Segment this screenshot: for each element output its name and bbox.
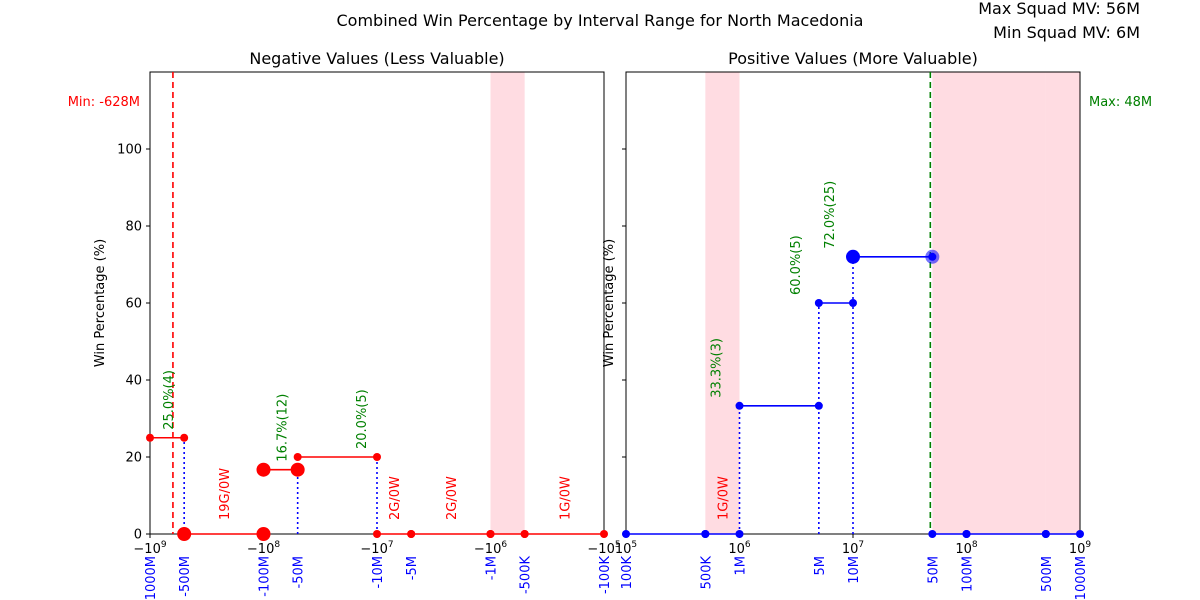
pos-shaded-range	[966, 72, 1046, 534]
neg-x-tick-label: −108	[247, 540, 280, 557]
neg-y-tick-label: 80	[125, 220, 142, 235]
figure-title: Combined Win Percentage by Interval Rang…	[337, 11, 864, 30]
neg-mv-tick-label: -500K	[519, 556, 534, 595]
pos-mv-tick-label: 1000M	[1074, 556, 1089, 600]
neg-mv-tick-label: -10M	[371, 556, 386, 588]
neg-data-point	[180, 433, 189, 442]
pos-mv-tick-label: 50M	[926, 556, 941, 584]
neg-data-point	[520, 530, 529, 538]
pos-data-point	[701, 530, 710, 538]
neg-shaded-range	[490, 72, 525, 534]
neg-mv-tick-label: -100K	[598, 556, 613, 595]
neg-segment-label: 16.7%(12)	[276, 394, 291, 462]
pos-data-point	[814, 299, 823, 307]
neg-data-point	[486, 530, 495, 538]
squad-min-value: Min Squad MV: 6M	[993, 23, 1140, 42]
neg-plot-frame	[149, 71, 605, 535]
panel-negative-reference-label: Min: -628M	[68, 95, 140, 110]
pos-segment-label: 72.0%(25)	[823, 181, 838, 249]
panel-negative-title: Negative Values (Less Valuable)	[249, 49, 504, 68]
pos-mv-tick-label: 500M	[1040, 556, 1055, 592]
pos-data-point	[735, 401, 744, 410]
neg-highlight-marker	[256, 527, 271, 541]
neg-y-tick-label: 100	[117, 143, 142, 158]
neg-x-tick-label: −106	[474, 540, 507, 557]
neg-segment-label: 2G/0W	[388, 476, 403, 520]
pos-mv-tick-label: 5M	[813, 556, 828, 576]
neg-mv-tick-label: -50M	[292, 556, 307, 588]
neg-segment-label: 25.0%(4)	[162, 370, 177, 430]
neg-segment-label: 1G/0W	[558, 476, 573, 520]
neg-data-point	[600, 530, 608, 538]
neg-x-tick-label: −107	[360, 540, 393, 557]
neg-segment-label: 19G/0W	[218, 468, 233, 520]
pos-data-point	[962, 530, 971, 538]
neg-y-tick-label: 40	[125, 374, 142, 389]
pos-data-point	[1076, 530, 1084, 538]
pos-shaded-range	[932, 72, 967, 534]
neg-mv-tick-label: -5M	[405, 556, 420, 580]
pos-x-tick-label: 108	[955, 540, 978, 557]
panel-positive: Positive Values (More Valuable) Win Perc…	[602, 49, 1152, 600]
pos-highlight-marker	[925, 249, 940, 264]
pos-mv-tick-label: 100M	[961, 556, 976, 592]
neg-segment-label: 2G/0W	[445, 476, 460, 520]
neg-highlight-marker	[256, 462, 271, 477]
pos-mv-tick-label: 500K	[699, 556, 714, 590]
neg-data-point	[373, 530, 381, 538]
panel-positive-reference-label: Max: 48M	[1089, 95, 1152, 110]
pos-mv-tick-label: 100K	[620, 556, 635, 590]
pos-mv-tick-label: 10M	[847, 556, 862, 584]
panel-negative-ylabel: Win Percentage (%)	[93, 239, 108, 367]
neg-y-tick-label: 0	[134, 528, 142, 543]
neg-data-point	[146, 433, 154, 442]
pos-shaded-range	[705, 72, 740, 534]
neg-x-tick-label: −109	[133, 540, 166, 557]
squad-max-value: Max Squad MV: 56M	[978, 0, 1140, 18]
neg-y-tick-label: 20	[125, 451, 142, 466]
pos-shaded-range	[1045, 72, 1080, 534]
panel-negative: Negative Values (Less Valuable) Win Perc…	[68, 49, 621, 600]
panel-positive-ylabel: Win Percentage (%)	[602, 239, 617, 367]
neg-mv-tick-label: -500M	[178, 556, 193, 597]
neg-data-point	[293, 453, 302, 461]
pos-segment-label: 60.0%(5)	[789, 235, 804, 295]
pos-x-tick-label: 109	[1069, 540, 1092, 557]
pos-x-tick-label: 105	[615, 540, 637, 557]
pos-segment-label: 1G/0W	[716, 476, 731, 520]
neg-data-point	[407, 530, 416, 538]
neg-data-point	[373, 453, 381, 461]
neg-segment-label: 20.0%(5)	[355, 389, 370, 449]
pos-x-tick-label: 107	[842, 540, 864, 557]
neg-highlight-marker	[177, 527, 192, 541]
neg-x-tick-label: −105	[587, 540, 620, 557]
pos-x-tick-label: 106	[728, 540, 751, 557]
pos-highlight-marker	[846, 249, 860, 264]
neg-mv-tick-label: -1000M	[144, 556, 159, 600]
pos-data-point	[928, 530, 937, 538]
neg-highlight-marker	[290, 462, 305, 477]
panel-positive-title: Positive Values (More Valuable)	[728, 49, 978, 68]
neg-y-tick-label: 60	[125, 297, 142, 312]
pos-data-point	[814, 401, 823, 410]
pos-mv-tick-label: 1M	[734, 556, 749, 576]
pos-data-point	[1041, 530, 1050, 538]
neg-mv-tick-label: -1M	[485, 556, 500, 580]
pos-segment-label: 33.3%(3)	[710, 338, 725, 398]
neg-mv-tick-label: -100M	[258, 556, 273, 597]
pos-data-point	[622, 530, 630, 538]
